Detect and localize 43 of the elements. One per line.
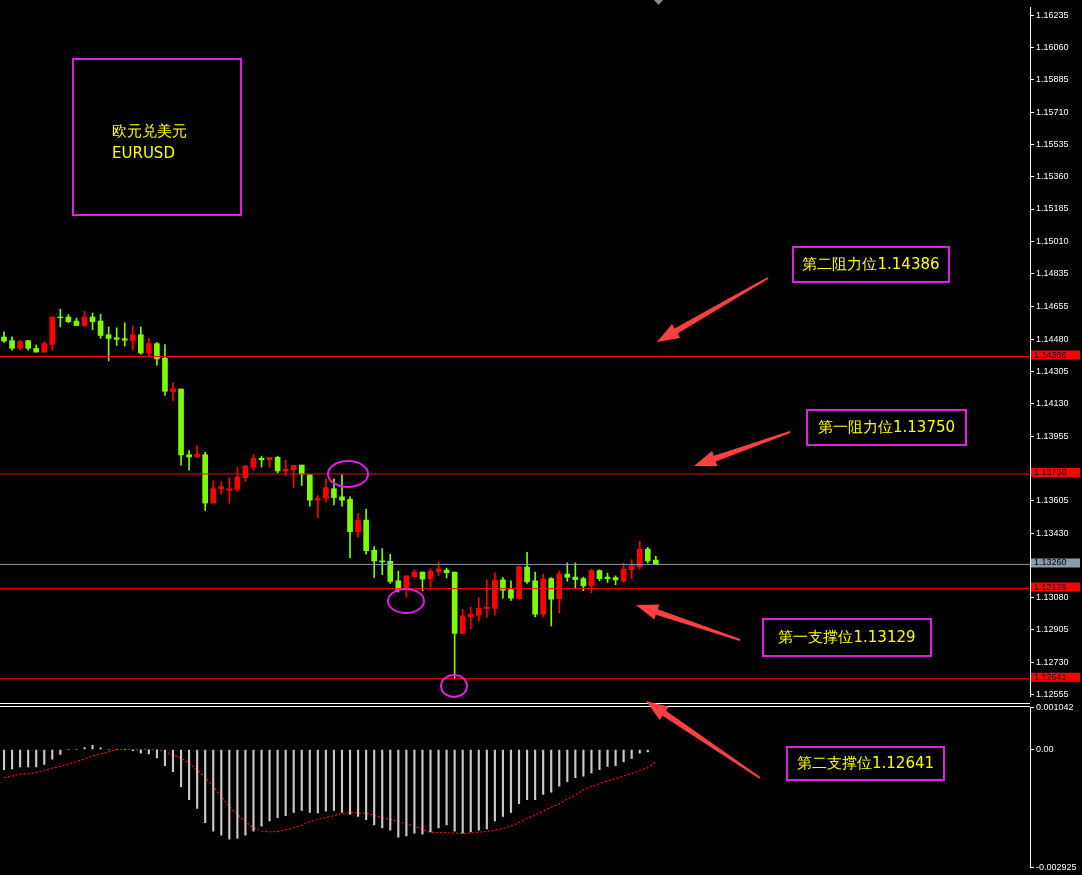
- y-tick-label: 1.12730: [1036, 656, 1069, 667]
- ref-line-label: 1.13260: [1034, 557, 1067, 568]
- y-tick-label: 1.12555: [1036, 689, 1069, 700]
- annotation: 第一阻力位1.13750: [806, 409, 967, 446]
- candlestick: [113, 327, 120, 346]
- y-tick-label: 1.14305: [1036, 365, 1069, 376]
- candlestick: [194, 445, 200, 458]
- y-tick-label: -0.002925: [1036, 862, 1077, 873]
- y-tick-label: 1.16235: [1036, 9, 1069, 20]
- annotation: 第二支撑位1.12641: [786, 746, 945, 781]
- candlestick: [121, 322, 128, 347]
- candlestick: [218, 481, 225, 495]
- ref-line-label: 1.14386: [1034, 349, 1067, 360]
- y-tick-label: 1.15535: [1036, 138, 1069, 149]
- y-tick-label: 1.14130: [1036, 398, 1069, 409]
- annotation: 第二阻力位1.14386: [792, 246, 950, 283]
- candlestick: [186, 450, 192, 471]
- y-tick-label: 1.15185: [1036, 203, 1069, 214]
- ref-line-label: 1.12641: [1034, 671, 1067, 682]
- y-tick-label: 1.15010: [1036, 235, 1069, 246]
- y-tick-label: 1.14835: [1036, 268, 1069, 279]
- y-tick-label: 0.001042: [1036, 701, 1074, 712]
- y-tick-label: 1.15885: [1036, 74, 1069, 85]
- annotation: 第一支撑位1.13129: [762, 618, 932, 657]
- y-tick-label: 1.14655: [1036, 301, 1069, 312]
- text: EURUSD: [112, 143, 176, 164]
- candlestick: [467, 606, 474, 630]
- y-tick-label: 1.16060: [1036, 41, 1069, 52]
- candlestick: [564, 562, 571, 582]
- y-tick-label: 0.00: [1036, 743, 1054, 754]
- y-tick-label: 1.12905: [1036, 624, 1069, 635]
- y-tick-label: 1.13430: [1036, 527, 1069, 538]
- y-tick-label: 1.14480: [1036, 333, 1069, 344]
- ref-line-label: 1.13750: [1034, 466, 1067, 477]
- y-tick-label: 1.15710: [1036, 106, 1069, 117]
- line-series: [3, 748, 657, 835]
- y-tick-label: 1.13605: [1036, 495, 1069, 506]
- y-tick-label: 1.13080: [1036, 592, 1069, 603]
- y-tick-label: 1.15360: [1036, 171, 1069, 182]
- y-tick-label: 1.13955: [1036, 430, 1069, 441]
- text: 欧元兑美元: [112, 121, 188, 142]
- ref-line-label: 1.13129: [1034, 581, 1067, 592]
- candlestick: [170, 382, 176, 401]
